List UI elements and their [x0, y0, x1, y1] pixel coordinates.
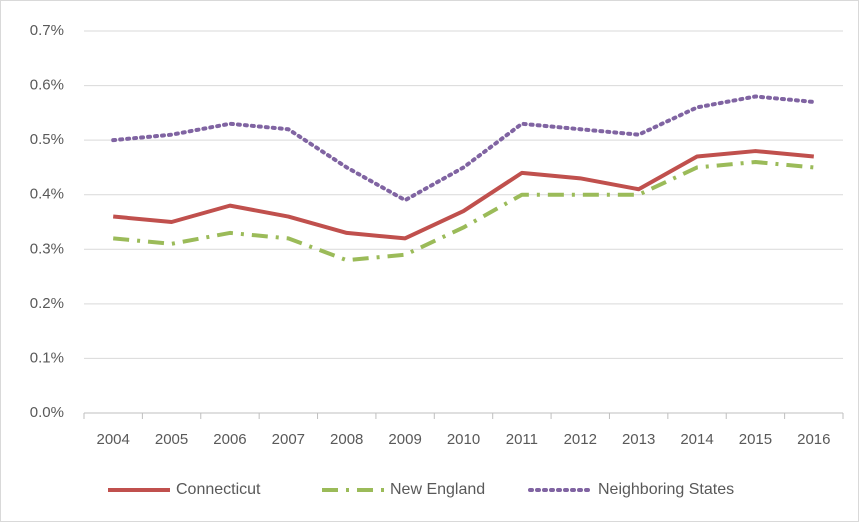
- x-tick-label: 2009: [388, 431, 421, 448]
- y-tick-label: 0.4%: [30, 186, 64, 203]
- x-tick-label: 2006: [213, 431, 246, 448]
- legend-label: Connecticut: [176, 481, 261, 498]
- x-tick-label: 2007: [272, 431, 305, 448]
- x-tick-label: 2010: [447, 431, 480, 448]
- x-tick-label: 2012: [564, 431, 597, 448]
- x-tick-label: 2014: [680, 431, 713, 448]
- y-tick-label: 0.1%: [30, 349, 64, 366]
- y-tick-label: 0.2%: [30, 295, 64, 312]
- x-tick-label: 2005: [155, 431, 188, 448]
- y-tick-label: 0.0%: [30, 404, 64, 421]
- y-tick-label: 0.5%: [30, 131, 64, 148]
- y-tick-label: 0.3%: [30, 240, 64, 257]
- legend-label: Neighboring States: [598, 481, 734, 498]
- x-tick-label: 2013: [622, 431, 655, 448]
- x-tick-label: 2016: [797, 431, 830, 448]
- series-line: [113, 159, 814, 263]
- series-line: [113, 149, 814, 241]
- x-tick-label: 2015: [739, 431, 772, 448]
- x-tick-label: 2008: [330, 431, 363, 448]
- x-tick-label: 2011: [506, 431, 538, 448]
- y-tick-label: 0.7%: [30, 22, 64, 39]
- y-tick-label: 0.6%: [30, 77, 64, 94]
- series-line: [111, 94, 816, 203]
- x-tick-label: 2004: [97, 431, 130, 448]
- legend-label: New England: [390, 481, 485, 498]
